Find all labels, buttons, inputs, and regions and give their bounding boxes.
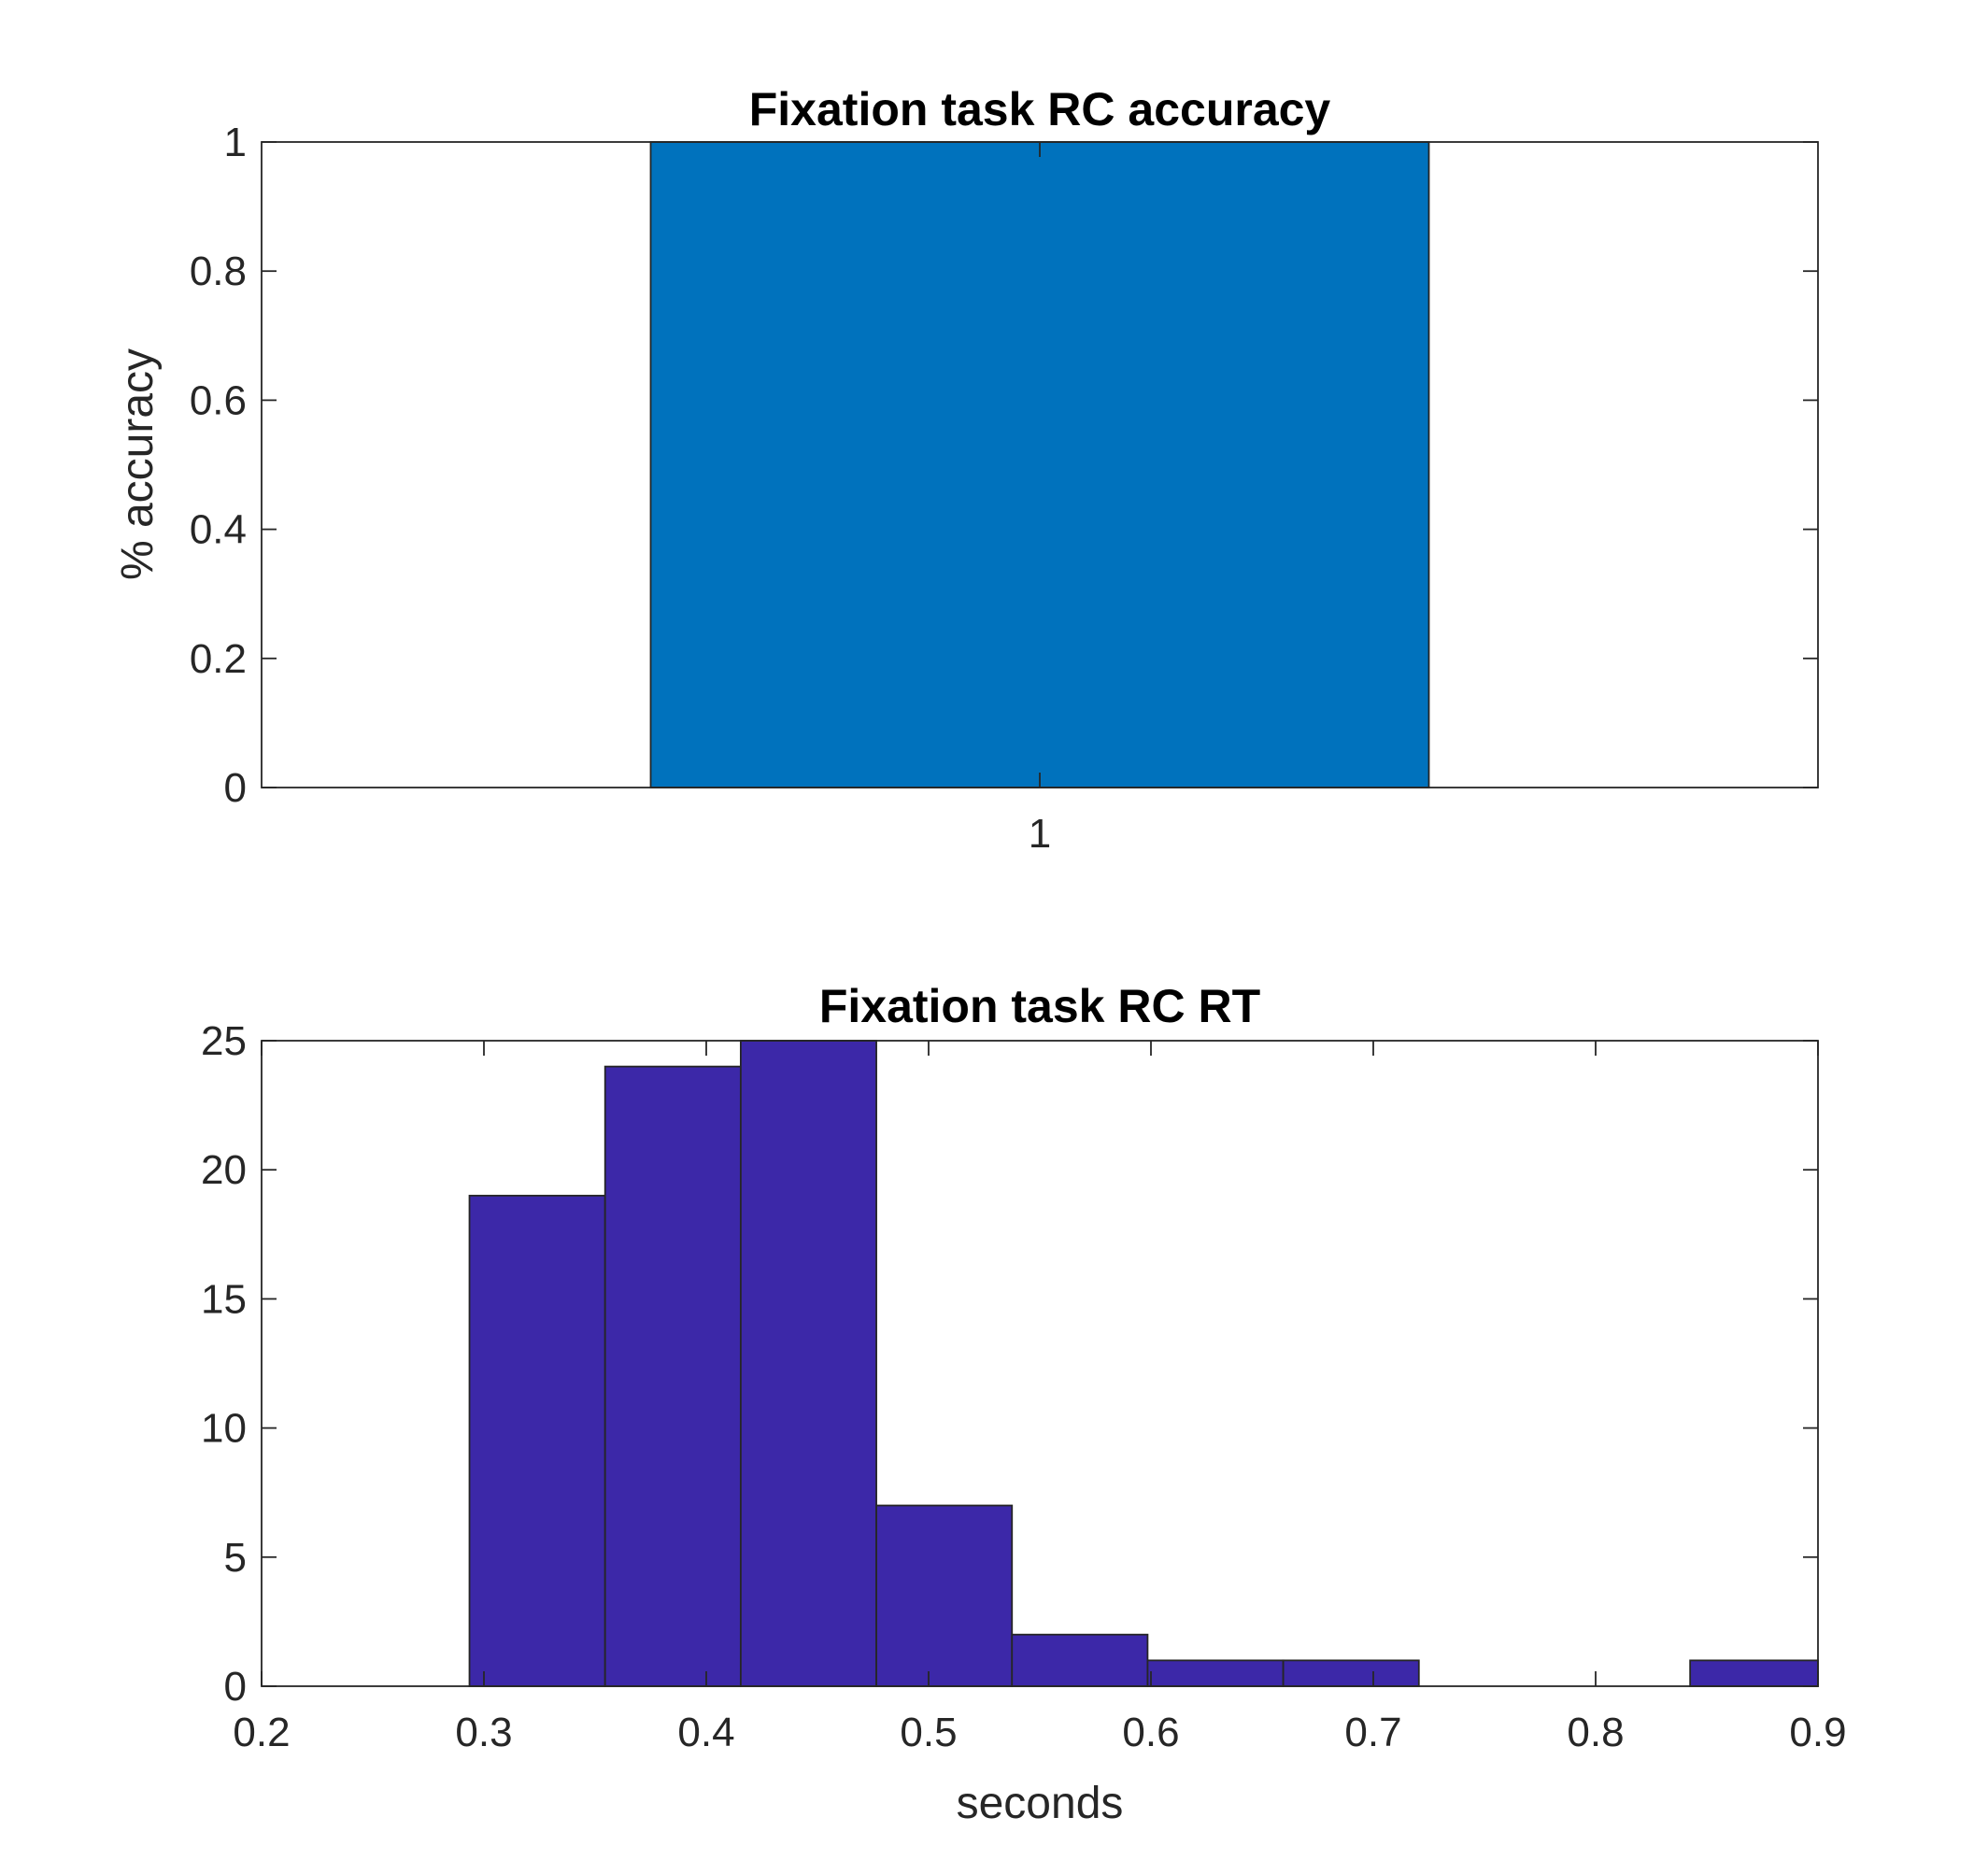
accuracy-x-ticks: 1 (1029, 142, 1051, 857)
accuracy-bars (649, 141, 1430, 788)
x-tick-label: 0.2 (233, 1710, 290, 1755)
y-tick-label: 1 (224, 120, 247, 165)
y-tick-label: 10 (201, 1406, 247, 1452)
histogram-bar (604, 1065, 742, 1687)
rt-chart-title: Fixation task RC RT (819, 980, 1260, 1032)
accuracy-y-axis-label: % accuracy (113, 348, 163, 580)
accuracy-bar (649, 141, 1430, 788)
rt-histogram-chart: 0 5 10 15 20 25 0.2 0.3 0.4 0.5 0.6 0.7 0.8 0.9 Fixa… (201, 980, 1847, 1828)
y-tick-label: 5 (224, 1535, 247, 1581)
y-tick-label: 0.4 (190, 507, 247, 553)
x-tick-label: 0.6 (1122, 1710, 1179, 1755)
x-tick-label: 0.9 (1789, 1710, 1846, 1755)
histogram-bar (468, 1194, 606, 1687)
x-tick-label: 0.8 (1567, 1710, 1624, 1755)
rt-histogram-bars (468, 1040, 1819, 1687)
accuracy-y-ticks: 0 0.2 0.4 0.6 0.8 1 (190, 120, 1818, 811)
y-tick-label: 0 (224, 765, 247, 811)
rt-y-ticks: 0 5 10 15 20 25 (201, 1018, 1818, 1710)
y-tick-label: 0.8 (190, 248, 247, 294)
rt-x-ticks: 0.2 0.3 0.4 0.5 0.6 0.7 0.8 0.9 (233, 1041, 1847, 1755)
accuracy-chart: 0 0.2 0.4 0.6 0.8 1 1 Fixation task RC accura… (113, 83, 1819, 857)
y-tick-label: 25 (201, 1018, 247, 1064)
y-tick-label: 0.2 (190, 636, 247, 682)
y-tick-label: 15 (201, 1276, 247, 1322)
x-tick-label: 0.5 (900, 1710, 957, 1755)
x-tick-label: 1 (1029, 811, 1051, 857)
x-tick-label: 0.3 (455, 1710, 512, 1755)
x-tick-label: 0.7 (1344, 1710, 1401, 1755)
histogram-bar (1011, 1633, 1149, 1687)
histogram-bar (1282, 1659, 1420, 1687)
accuracy-chart-title: Fixation task RC accuracy (749, 83, 1331, 135)
x-tick-label: 0.4 (677, 1710, 734, 1755)
rt-axes-box (261, 1040, 1819, 1687)
y-tick-label: 0.6 (190, 377, 247, 423)
rt-x-axis-label: seconds (957, 1779, 1124, 1828)
y-tick-label: 0 (224, 1664, 247, 1710)
histogram-bar (739, 1040, 877, 1687)
histogram-bar (1146, 1659, 1285, 1687)
histogram-bar (875, 1504, 1014, 1687)
y-tick-label: 20 (201, 1147, 247, 1193)
histogram-bar (1689, 1659, 1819, 1687)
